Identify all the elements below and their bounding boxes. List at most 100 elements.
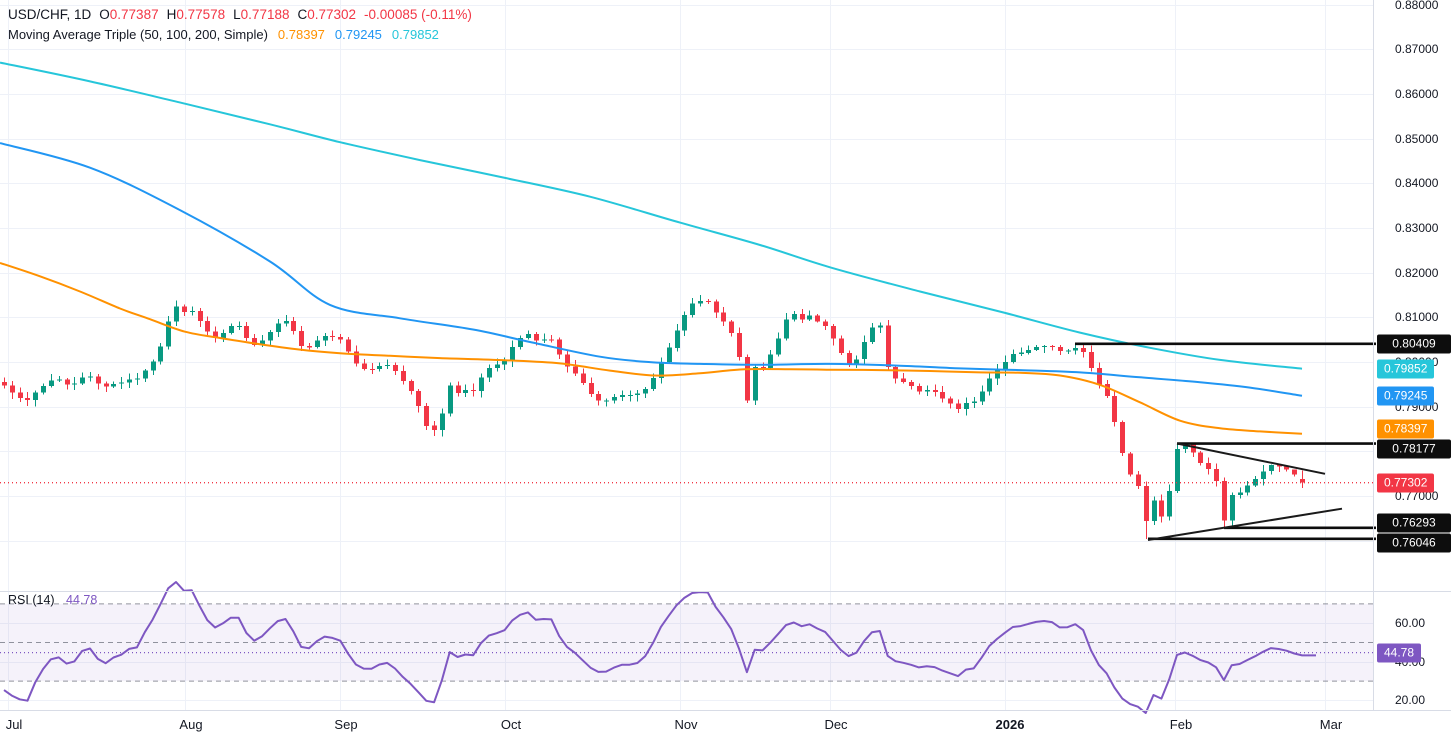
candle-body	[995, 370, 1000, 379]
ma-indicator-row[interactable]: Moving Average Triple (50, 100, 200, Sim…	[8, 25, 472, 45]
candle-body	[956, 403, 961, 409]
candle-body	[980, 391, 985, 402]
indicator-value: 0.79852	[391, 27, 439, 42]
candle-body	[909, 381, 914, 387]
candle-body	[1238, 492, 1243, 495]
candle-body	[377, 366, 382, 370]
change-value: -0.00085 (-0.11%)	[364, 7, 472, 22]
candle-body	[393, 365, 398, 371]
candle-body	[1159, 500, 1164, 517]
candle-body	[753, 366, 758, 401]
candle-body	[385, 365, 390, 367]
candle-body	[542, 339, 547, 341]
candle-body	[96, 376, 101, 384]
candle-wick	[332, 330, 333, 341]
candle-body	[815, 315, 820, 322]
candle-body	[706, 301, 711, 302]
candle-body	[1269, 464, 1274, 472]
candle-body	[25, 397, 30, 400]
ohlc-values: O0.77387 H0.77578 L0.77188 C0.77302	[91, 7, 356, 22]
rsi-value: 44.78	[66, 593, 98, 607]
candle-body	[933, 390, 938, 392]
candle-wick	[1044, 345, 1045, 353]
candle-body	[1191, 444, 1196, 453]
candle-body	[831, 325, 836, 339]
symbol-title[interactable]: USD/CHF, 1D	[8, 7, 92, 22]
candle-body	[1175, 449, 1180, 491]
candle-body	[284, 321, 289, 324]
candle-body	[1050, 346, 1055, 347]
candle-body	[862, 342, 867, 360]
ohlc-value: 0.77302	[307, 7, 357, 22]
candle-body	[1292, 469, 1297, 475]
candle-body	[448, 385, 453, 414]
candle-body	[854, 359, 859, 364]
candle-body	[104, 383, 109, 387]
candle-body	[1097, 368, 1102, 385]
candle-body	[628, 394, 633, 396]
candle-wick	[903, 373, 904, 384]
candle-body	[1230, 494, 1235, 521]
candle-body	[471, 390, 476, 392]
candle-wick	[387, 359, 388, 369]
candle-body	[1105, 384, 1110, 396]
candle-body	[557, 339, 562, 355]
candle-wick	[763, 362, 764, 371]
candle-wick	[59, 376, 60, 383]
candle-body	[526, 333, 531, 338]
candle-body	[596, 394, 601, 401]
candle-body	[119, 382, 124, 384]
candle-body	[792, 314, 797, 320]
candle-body	[49, 380, 54, 386]
candle-body	[416, 391, 421, 406]
candle-body	[729, 321, 734, 333]
candle-body	[1011, 354, 1016, 362]
candle-wick	[1279, 464, 1280, 473]
grid-layer	[0, 0, 1373, 710]
candle-body	[440, 413, 445, 430]
candle-body	[1206, 463, 1211, 469]
candle-body	[643, 388, 648, 394]
indicator-value: 0.78397	[277, 27, 325, 42]
candle-body	[659, 362, 664, 379]
rsi-indicator-row[interactable]: RSI (14) 44.78	[8, 593, 97, 607]
candle-body	[714, 301, 719, 313]
candle-wick	[372, 363, 373, 375]
ma-100-line	[0, 142, 1303, 397]
candle-body	[268, 332, 273, 341]
candle-body	[143, 370, 148, 379]
candle-body	[737, 333, 742, 357]
indicator-title[interactable]: Moving Average Triple (50, 100, 200, Sim…	[8, 27, 268, 42]
candle-wick	[637, 390, 638, 402]
candle-body	[151, 361, 156, 371]
candle-body	[205, 321, 210, 332]
candle-body	[721, 312, 726, 322]
candle-body	[870, 327, 875, 342]
candle-body	[948, 398, 953, 404]
candle-wick	[106, 381, 107, 393]
ohlc-letter: H	[166, 7, 177, 22]
symbol-row[interactable]: USD/CHF, 1D O0.77387 H0.77578 L0.77188 C0.77…	[8, 5, 472, 25]
candle-body	[1136, 474, 1141, 486]
candle-body	[1081, 347, 1086, 352]
candle-body	[260, 340, 265, 345]
candle-body	[401, 371, 406, 381]
candle-body	[573, 366, 578, 374]
candle-body	[784, 319, 789, 339]
candle-body	[323, 336, 328, 341]
candle-body	[229, 325, 234, 333]
candle-body	[534, 333, 539, 341]
candle-body	[244, 325, 249, 338]
candle-body	[1034, 347, 1039, 350]
candle-body	[612, 397, 617, 401]
candle-body	[565, 354, 570, 367]
candle-body	[346, 339, 351, 352]
rsi-plot	[0, 581, 1373, 714]
candle-body	[221, 332, 226, 338]
candle-body	[1112, 395, 1117, 423]
candle-body	[1222, 481, 1227, 521]
candle-body	[456, 385, 461, 393]
candle-body	[1214, 468, 1219, 481]
